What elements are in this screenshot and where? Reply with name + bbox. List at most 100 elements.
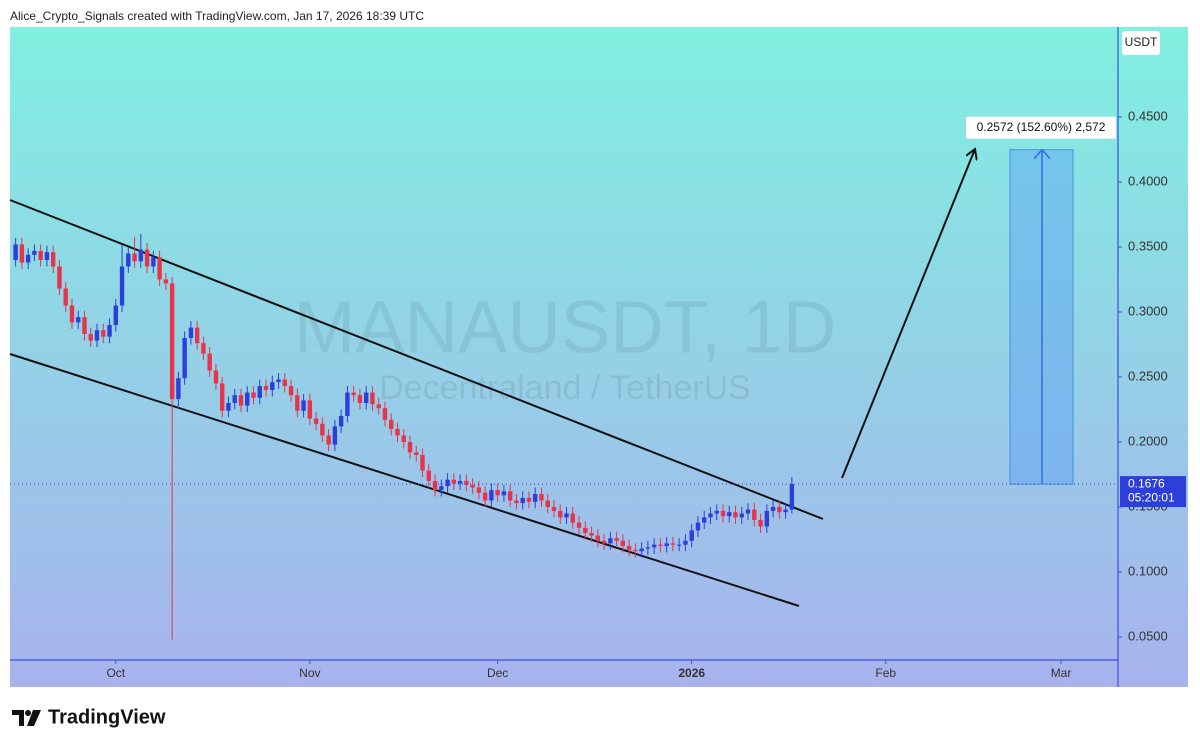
candle-body [626, 545, 632, 550]
candle-body [357, 395, 363, 403]
candle-body [658, 544, 663, 546]
candle-body [13, 244, 18, 260]
candle-body [639, 548, 644, 552]
y-tick-label: 0.3500 [1128, 238, 1168, 253]
candle-body [238, 395, 244, 406]
candle-body [301, 400, 306, 411]
candle-body [664, 543, 669, 546]
candle-body [101, 330, 106, 337]
candle-body [689, 530, 694, 541]
candle-body [126, 253, 131, 267]
candle-body [82, 317, 87, 335]
candle-body [583, 527, 588, 533]
candle-body [507, 491, 513, 501]
candle-body [188, 327, 194, 338]
candle-body [702, 517, 707, 523]
channel-lower [9, 353, 800, 607]
candle-body [207, 353, 212, 371]
candle-body [558, 510, 563, 518]
candle-body [282, 379, 288, 387]
x-tick-label: Feb [875, 666, 896, 680]
candle-body [382, 408, 388, 420]
candle-body [132, 253, 137, 262]
candle-body [432, 480, 438, 491]
candle-body [608, 538, 613, 544]
candle-body [564, 513, 569, 518]
y-tick-label: 0.3000 [1128, 303, 1168, 318]
candle-body [295, 395, 300, 411]
candle-body [326, 435, 331, 445]
candle-body [345, 392, 350, 416]
candle-body [501, 491, 507, 496]
candle-body [257, 386, 262, 398]
candle-body [676, 544, 682, 546]
candle-body [363, 392, 369, 403]
logo-mark [27, 710, 41, 726]
candle-body [714, 510, 719, 514]
candle-body [38, 250, 43, 260]
candle-body [220, 383, 225, 411]
candle-body [157, 257, 162, 280]
candle-body [144, 249, 150, 267]
candle-body [589, 532, 594, 536]
candle-body [94, 330, 100, 341]
candle-body [107, 324, 112, 337]
candle-body [633, 549, 638, 552]
watermark-subtitle: Decentraland / TetherUS [379, 369, 751, 407]
candle-body [576, 522, 582, 528]
candle-body [401, 435, 406, 442]
candle-body [113, 305, 118, 325]
watermark: MANAUSDT, 1D Decentraland / TetherUS [294, 286, 837, 407]
candle-body [727, 512, 732, 517]
candle-body [213, 370, 219, 384]
candle-body [232, 395, 237, 403]
candle-body [407, 441, 413, 453]
candle-body [76, 317, 81, 323]
currency-box [1122, 31, 1160, 55]
x-tick-label: Mar [1051, 666, 1072, 680]
candle-body [19, 244, 25, 263]
candle-body [194, 327, 200, 344]
candle-body [783, 509, 788, 513]
candle-body [288, 386, 294, 396]
candle-body [332, 426, 338, 445]
candle-body [263, 386, 269, 390]
candle-body [651, 544, 657, 548]
candle-body [614, 538, 619, 541]
candle-body [489, 490, 494, 501]
last-price-box [1120, 476, 1186, 508]
candle-body [595, 535, 601, 541]
candle-body [457, 480, 463, 484]
candle-body [464, 480, 469, 485]
candle-body [439, 486, 444, 491]
candle-body [683, 540, 688, 545]
candle-body [739, 513, 744, 518]
candle-body [307, 400, 313, 419]
candle-body [182, 337, 187, 379]
candle-body [119, 266, 125, 306]
header: Alice_Crypto_Signals created with Tradin… [10, 9, 424, 23]
candle-body [570, 513, 575, 523]
candle-body [69, 305, 75, 323]
candle-body [276, 379, 281, 383]
candle-body [245, 392, 250, 406]
candle-body [708, 513, 713, 518]
candle-body [44, 252, 50, 260]
candle-body [313, 418, 319, 424]
x-tick-label: Nov [299, 666, 320, 680]
candle-body [176, 378, 181, 400]
logo-mark [12, 710, 24, 726]
candle-body [745, 509, 751, 514]
candle-body [601, 540, 607, 544]
tradingview-logo: TradingView [12, 706, 166, 728]
candle-body [251, 392, 256, 398]
candle-body [777, 506, 782, 513]
y-tick-label: 0.1000 [1128, 563, 1168, 578]
candle-body [758, 519, 763, 527]
y-tick-label: 0.2500 [1128, 368, 1168, 383]
measure-label-box [966, 116, 1116, 139]
candle-body [470, 484, 475, 488]
candle-body [495, 490, 500, 496]
